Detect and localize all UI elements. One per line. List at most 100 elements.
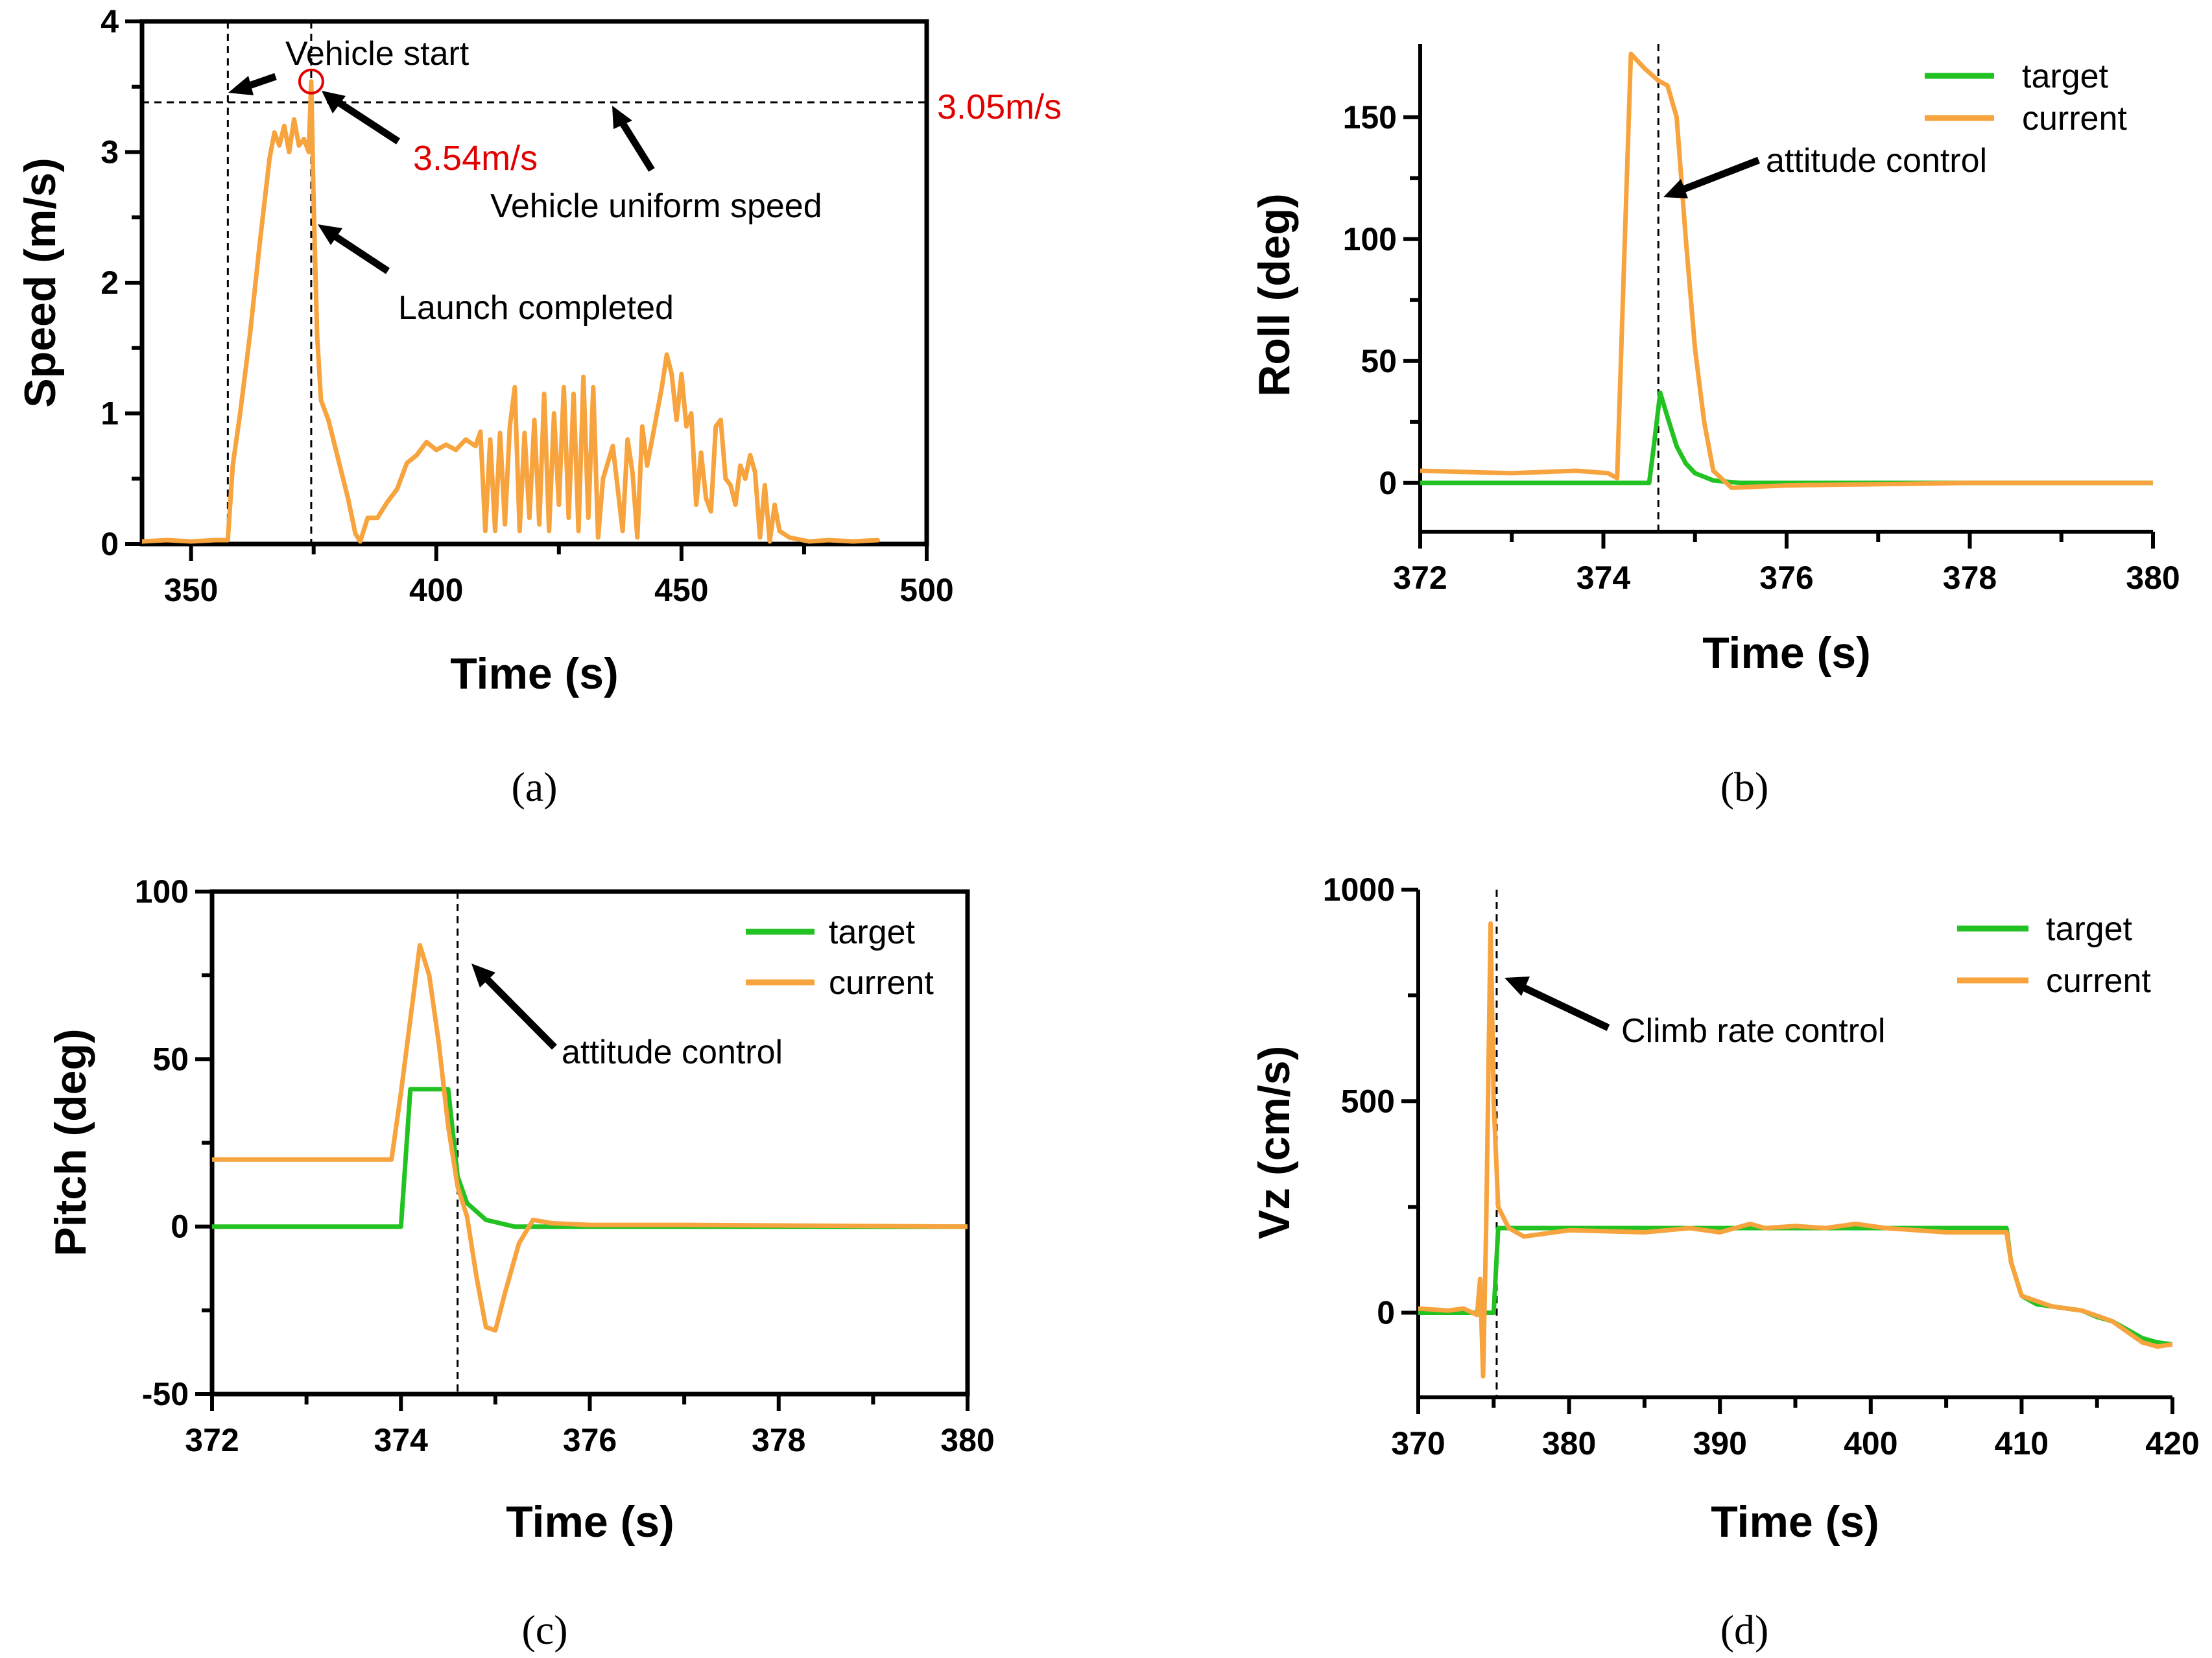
panel-a-uniform-speed-arrowhead [612, 106, 632, 129]
panel-c-y-ticks: -50 0 50 100 [135, 873, 212, 1412]
panel-d-climb-rate-control-arrowhead [1504, 977, 1530, 996]
panel-a-y-tick-label: 4 [101, 3, 119, 40]
panel-b-x-tick-label: 378 [1943, 560, 1997, 596]
panel-a-series [142, 79, 880, 544]
panel-c-y-label: Pitch (deg) [46, 1028, 95, 1256]
panel-d-x-label: Time (s) [1711, 1497, 1879, 1546]
panel-c-x-tick-label: 380 [940, 1422, 994, 1458]
panel-a-y-tick-label: 0 [101, 526, 119, 562]
panel-d-series-target [1418, 1226, 2172, 1347]
panel-a-y-tick-label: 3 [101, 134, 119, 171]
panel-c-attitude-control-annotation: attitude control [562, 1034, 783, 1071]
panel-a-max-speed-annotation: 3.54m/s [413, 139, 538, 178]
panel-d-label: (d) [1720, 1607, 1769, 1653]
panel-d-climb-rate-control-annotation: Climb rate control [1621, 1012, 1885, 1050]
panel-a-uniform-speed-arrow [617, 118, 655, 172]
panel-b-attitude-control-annotation: attitude control [1766, 142, 1987, 180]
panel-a-launch-completed-arrow [328, 230, 390, 274]
panel-a-x-tick-label: 400 [409, 572, 463, 608]
panel-b-y-tick-label: 0 [1379, 465, 1397, 501]
panel-b-legend-current: current [2022, 100, 2127, 137]
panel-a-x-tick-label: 500 [899, 572, 953, 608]
panel-d-climb-rate-control-arrow [1517, 982, 1610, 1031]
panel-b-legend: target current [1925, 58, 2127, 137]
panel-a-y-tick-label: 1 [101, 396, 119, 432]
panel-b-y-ticks: 0 50 100 150 [1343, 99, 1420, 501]
panel-d-y-tick-label: 1000 [1323, 871, 1395, 908]
panel-b-y-tick-label: 100 [1343, 221, 1397, 257]
panel-d-x-tick-label: 400 [1844, 1425, 1897, 1462]
panel-c-y-tick-label: 100 [135, 873, 189, 910]
panel-a-uniform-speed-value: 3.05m/s [937, 88, 1062, 126]
panel-a-y-label: Speed (m/s) [16, 158, 65, 407]
panel-c-y-tick-label: 0 [171, 1209, 189, 1245]
panel-a-x-ticks: 350 400 450 500 [164, 544, 954, 608]
panel-c-legend: target current [746, 914, 934, 1002]
panel-b-x-tick-label: 376 [1759, 560, 1813, 596]
panel-b-label: (b) [1720, 764, 1769, 810]
panel-a-launch-completed-arrowhead [318, 224, 342, 245]
panel-d-series-current [1418, 921, 2172, 1379]
panel-b-series [1420, 51, 2153, 490]
panel-d-y-tick-label: 0 [1377, 1295, 1395, 1331]
panel-b-series-current [1420, 51, 2153, 490]
panel-b-x-tick-label: 380 [2126, 560, 2180, 596]
panel-d-x-tick-label: 410 [1995, 1425, 2049, 1462]
panel-d-y-ticks: 0 500 1000 [1323, 871, 1418, 1331]
panel-c-y-tick-label: -50 [142, 1376, 189, 1412]
panel-c-x-tick-label: 374 [374, 1422, 429, 1458]
panel-a-uniform-speed-annotation: Vehicle uniform speed [490, 187, 822, 225]
panel-c-x-tick-label: 378 [752, 1422, 805, 1458]
panel-b-roll: 372 374 376 378 380 0 50 100 150 Time (s) Roll … [1250, 44, 2180, 810]
panel-d-legend-current: current [2046, 962, 2151, 1000]
panel-d-x-tick-label: 420 [2145, 1425, 2199, 1462]
panel-b-x-label: Time (s) [1702, 628, 1870, 678]
panel-a-x-label: Time (s) [450, 649, 618, 698]
panel-c-label: (c) [521, 1607, 567, 1653]
panel-b-x-tick-label: 372 [1393, 560, 1447, 596]
panel-c-series-current [212, 943, 968, 1333]
panel-a-max-speed-arrowhead [322, 91, 346, 113]
panel-d-x-tick-label: 380 [1542, 1425, 1596, 1462]
panel-d-series [1418, 921, 2172, 1379]
panel-c-series [212, 943, 968, 1333]
panel-c-legend-target: target [829, 914, 916, 951]
panel-c-pitch: 372 374 376 378 380 -50 0 50 100 Time (s) Pitch… [46, 873, 995, 1653]
panel-b-y-tick-label: 150 [1343, 99, 1397, 136]
panel-c-attitude-control-arrowhead [471, 964, 495, 988]
panel-b-attitude-control-arrow [1677, 156, 1760, 195]
panel-b-attitude-control-arrowhead [1663, 179, 1688, 198]
panel-a-x-tick-label: 450 [654, 572, 708, 608]
panel-a-max-speed-arrow [332, 97, 401, 145]
panel-a-vehicle-start-arrowhead [228, 76, 254, 95]
panel-a-series-current [142, 79, 880, 544]
panel-a-y-tick-label: 2 [101, 265, 119, 301]
panel-a-max-speed-marker [298, 68, 324, 95]
panel-a-label: (a) [511, 764, 557, 810]
panel-d-y-tick-label: 500 [1341, 1083, 1395, 1119]
panel-a-vehicle-start-annotation: Vehicle start [285, 35, 470, 73]
panel-b-x-tick-label: 374 [1576, 560, 1631, 596]
panel-b-legend-target: target [2022, 58, 2109, 95]
panel-d-legend: target current [1957, 910, 2151, 1000]
panel-d-x-tick-label: 390 [1693, 1425, 1746, 1462]
panel-d-vz: 370 380 390 400 410 420 0 500 1000 Time (s) Vz … [1250, 871, 2200, 1653]
panel-c-x-tick-label: 372 [185, 1422, 239, 1458]
panel-b-y-label: Roll (deg) [1250, 193, 1299, 397]
panel-c-legend-current: current [829, 964, 934, 1002]
panel-b-x-ticks: 372 374 376 378 380 [1393, 532, 2180, 596]
panel-b-y-tick-label: 50 [1361, 343, 1397, 379]
panel-a-x-tick-label: 350 [164, 572, 218, 608]
panel-c-x-label: Time (s) [506, 1497, 674, 1546]
panel-c-x-ticks: 372 374 376 378 380 [185, 1394, 995, 1458]
panel-a-launch-completed-annotation: Launch completed [398, 289, 674, 327]
panel-b-series-target [1420, 390, 2153, 486]
panel-d-x-tick-label: 370 [1391, 1425, 1445, 1462]
panel-c-attitude-control-arrow [482, 975, 557, 1050]
panel-a-y-ticks: 0 1 2 3 4 [101, 3, 142, 562]
panel-c-x-tick-label: 376 [563, 1422, 617, 1458]
panel-d-legend-target: target [2046, 910, 2133, 948]
panel-d-x-ticks: 370 380 390 400 410 420 [1391, 1397, 2200, 1462]
